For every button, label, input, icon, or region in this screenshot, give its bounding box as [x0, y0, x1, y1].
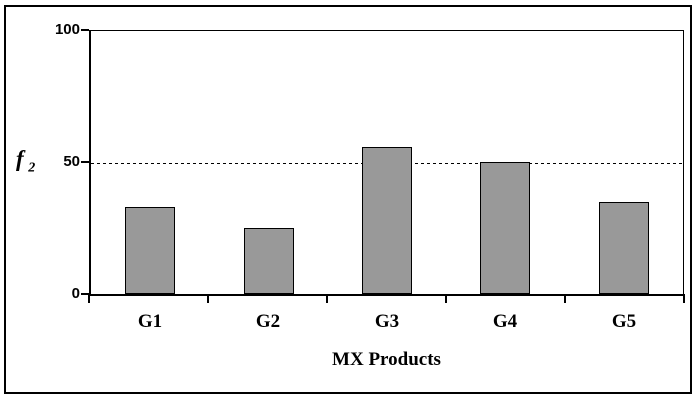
- x-tick-mark-0: [88, 294, 90, 303]
- y-tick-label-50: 50: [63, 153, 80, 170]
- y-axis-label-subscript: 2: [28, 160, 36, 176]
- y-axis-label-letter: f: [16, 146, 24, 171]
- bar-g1: [125, 207, 175, 294]
- bar-g3: [362, 147, 412, 294]
- x-category-label-g1: G1: [137, 311, 163, 332]
- bar-g5: [599, 202, 649, 294]
- chart-outer-border: [4, 5, 692, 394]
- x-category-label-g3: G3: [374, 311, 400, 332]
- x-category-label-g2: G2: [255, 311, 281, 332]
- y-tick-mark-0: [81, 293, 89, 295]
- x-category-label-g4: G4: [492, 311, 518, 332]
- y-tick-mark-100: [81, 29, 89, 31]
- x-category-label-g5: G5: [611, 311, 637, 332]
- y-tick-label-0: 0: [71, 285, 80, 302]
- x-tick-mark-5: [683, 294, 685, 303]
- y-axis-label: f 2: [16, 146, 76, 178]
- x-tick-mark-3: [445, 294, 447, 303]
- bar-g2: [244, 228, 294, 294]
- y-tick-label-100: 100: [54, 21, 80, 38]
- x-tick-mark-1: [207, 294, 209, 303]
- bar-g4: [480, 162, 530, 294]
- x-axis-title: MX Products: [332, 349, 441, 370]
- plot-area: [89, 30, 684, 296]
- y-tick-mark-50: [81, 161, 89, 163]
- x-tick-mark-2: [326, 294, 328, 303]
- x-tick-mark-4: [564, 294, 566, 303]
